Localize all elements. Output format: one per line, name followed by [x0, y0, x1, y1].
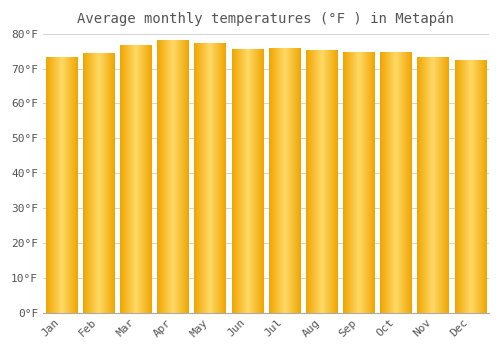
Title: Average monthly temperatures (°F ) in Metapán: Average monthly temperatures (°F ) in Me…	[78, 11, 454, 26]
